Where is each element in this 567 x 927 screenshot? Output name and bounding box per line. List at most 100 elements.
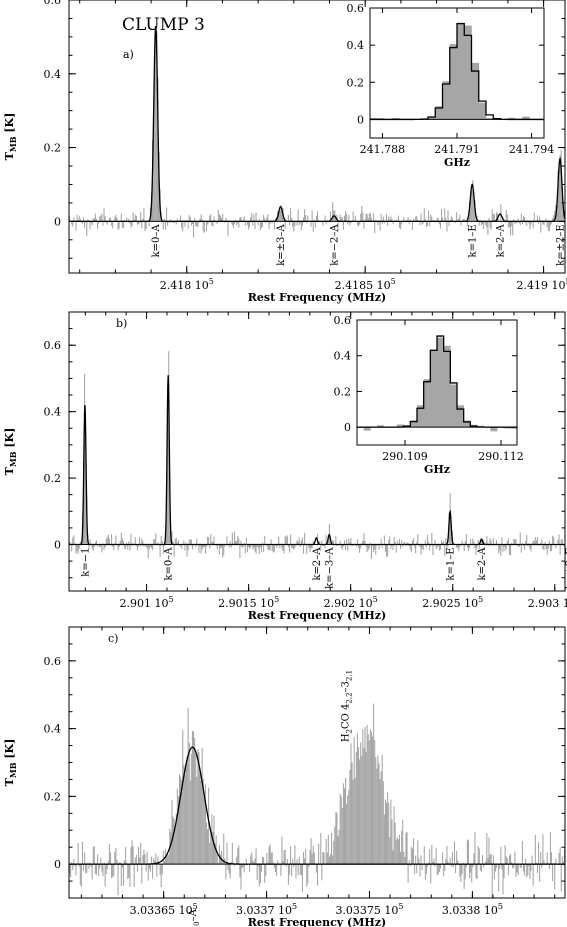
spectrum-channel bbox=[265, 221, 267, 223]
spectrum-channel bbox=[535, 862, 537, 865]
spectrum-channel bbox=[322, 851, 324, 865]
x-tick-label: 3.0337 105 bbox=[236, 902, 297, 917]
spectrum-channel bbox=[161, 864, 163, 875]
spectrum-channel bbox=[93, 846, 95, 865]
spectrum-channel bbox=[183, 540, 185, 545]
spectrum-channel bbox=[286, 535, 288, 545]
spectrum-channel bbox=[118, 862, 120, 865]
spectrum-channel bbox=[401, 830, 403, 865]
spectrum-channel bbox=[252, 544, 254, 550]
spectrum-channel bbox=[478, 221, 480, 226]
spectrum-channel bbox=[270, 852, 272, 865]
spectrum-channel bbox=[160, 536, 162, 545]
spectrum-channel bbox=[317, 211, 319, 222]
spectrum-channel bbox=[155, 853, 157, 865]
spectrum-channel bbox=[403, 217, 405, 222]
spectrum-channel bbox=[475, 544, 477, 556]
spectrum-channel bbox=[502, 544, 504, 552]
spectrum-channel bbox=[332, 855, 334, 865]
spectrum-channel bbox=[125, 846, 127, 865]
spectrum-channel bbox=[373, 544, 375, 553]
spectrum-channel bbox=[199, 218, 201, 222]
spectrum-channel bbox=[374, 544, 376, 550]
spectrum-channel bbox=[156, 864, 158, 877]
spectrum-channel bbox=[78, 544, 80, 549]
transition-label: k=−1 bbox=[80, 548, 91, 577]
inset-channel bbox=[449, 44, 458, 120]
inset-channel bbox=[450, 384, 458, 428]
spectrum-channel bbox=[311, 544, 313, 549]
spectrum-channel bbox=[526, 221, 528, 226]
spectrum-channel bbox=[81, 841, 84, 865]
spectrum-channel bbox=[515, 864, 517, 877]
spectrum-channel bbox=[348, 538, 350, 545]
inset-fit-line bbox=[357, 335, 517, 428]
spectrum-channel bbox=[338, 829, 340, 865]
spectrum-channel bbox=[258, 544, 260, 555]
spectrum-channel bbox=[242, 544, 244, 548]
spectrum-channel bbox=[224, 221, 226, 223]
spectrum-channel bbox=[391, 219, 393, 222]
spectrum-channel bbox=[71, 221, 73, 225]
spectrum-channel bbox=[76, 214, 78, 222]
spectrum-channel bbox=[290, 208, 292, 222]
spectrum-channel bbox=[200, 544, 202, 554]
spectrum-channel bbox=[481, 221, 484, 225]
spectrum-channel bbox=[171, 531, 173, 545]
spectrum-channel bbox=[555, 858, 557, 865]
spectrum-channel bbox=[240, 864, 242, 890]
spectrum-channel bbox=[296, 540, 298, 545]
spectrum-channel bbox=[293, 221, 295, 232]
spectrum-channel bbox=[280, 864, 282, 876]
spectrum-channel bbox=[279, 211, 281, 222]
spectrum-channel bbox=[101, 864, 103, 872]
spectrum-channel bbox=[297, 864, 299, 876]
spectrum-channel bbox=[409, 864, 411, 867]
spectrum-channel bbox=[296, 859, 298, 865]
spectrum-channel bbox=[470, 191, 472, 222]
spectrum-channel bbox=[379, 221, 381, 231]
spectrum-channel bbox=[161, 221, 163, 223]
spectrum-channel bbox=[155, 533, 157, 545]
spectrum-channel bbox=[108, 217, 110, 222]
spectrum-channel bbox=[345, 544, 347, 551]
spectrum-channel bbox=[322, 221, 324, 226]
spectrum-channel bbox=[239, 864, 241, 878]
figure-title: CLUMP 3 bbox=[122, 15, 205, 35]
spectrum-channel bbox=[360, 213, 362, 222]
spectrum-channel bbox=[518, 544, 520, 548]
spectrum-channel bbox=[561, 856, 563, 865]
spectrum-channel bbox=[434, 864, 436, 867]
spectrum-channel bbox=[400, 544, 402, 550]
spectrum-channel bbox=[382, 781, 384, 865]
inset-y-tick-label: 0.6 bbox=[334, 314, 352, 327]
spectrum-channel bbox=[550, 544, 553, 552]
spectrum-channel bbox=[538, 544, 540, 546]
spectrum-channel bbox=[447, 861, 449, 865]
spectrum-channel bbox=[382, 216, 384, 222]
spectrum-channel bbox=[324, 215, 326, 222]
spectrum-channel bbox=[334, 826, 336, 865]
spectrum-channel bbox=[188, 215, 190, 222]
spectrum-channel bbox=[543, 860, 545, 865]
spectrum-channel bbox=[526, 864, 528, 878]
spectrum-channel bbox=[365, 751, 367, 865]
spectrum-channel bbox=[207, 221, 209, 225]
spectrum-channel bbox=[167, 853, 169, 865]
spectrum-channel bbox=[451, 852, 453, 865]
spectrum-channel bbox=[79, 864, 81, 885]
spectrum-channel bbox=[176, 218, 178, 222]
spectrum-channel bbox=[233, 221, 236, 225]
spectrum-channel bbox=[272, 544, 274, 553]
spectrum-channel bbox=[239, 544, 241, 559]
spectrum-channel bbox=[203, 221, 205, 233]
spectrum-channel bbox=[318, 219, 320, 222]
spectrum-channel bbox=[153, 858, 155, 865]
spectrum-channel bbox=[407, 542, 409, 545]
spectrum-channel bbox=[375, 756, 377, 865]
spectrum-channel bbox=[531, 855, 533, 865]
spectrum-channel bbox=[301, 537, 303, 545]
spectrum-channel bbox=[536, 215, 539, 222]
spectrum-channel bbox=[212, 541, 214, 545]
spectrum-channel bbox=[159, 544, 161, 558]
